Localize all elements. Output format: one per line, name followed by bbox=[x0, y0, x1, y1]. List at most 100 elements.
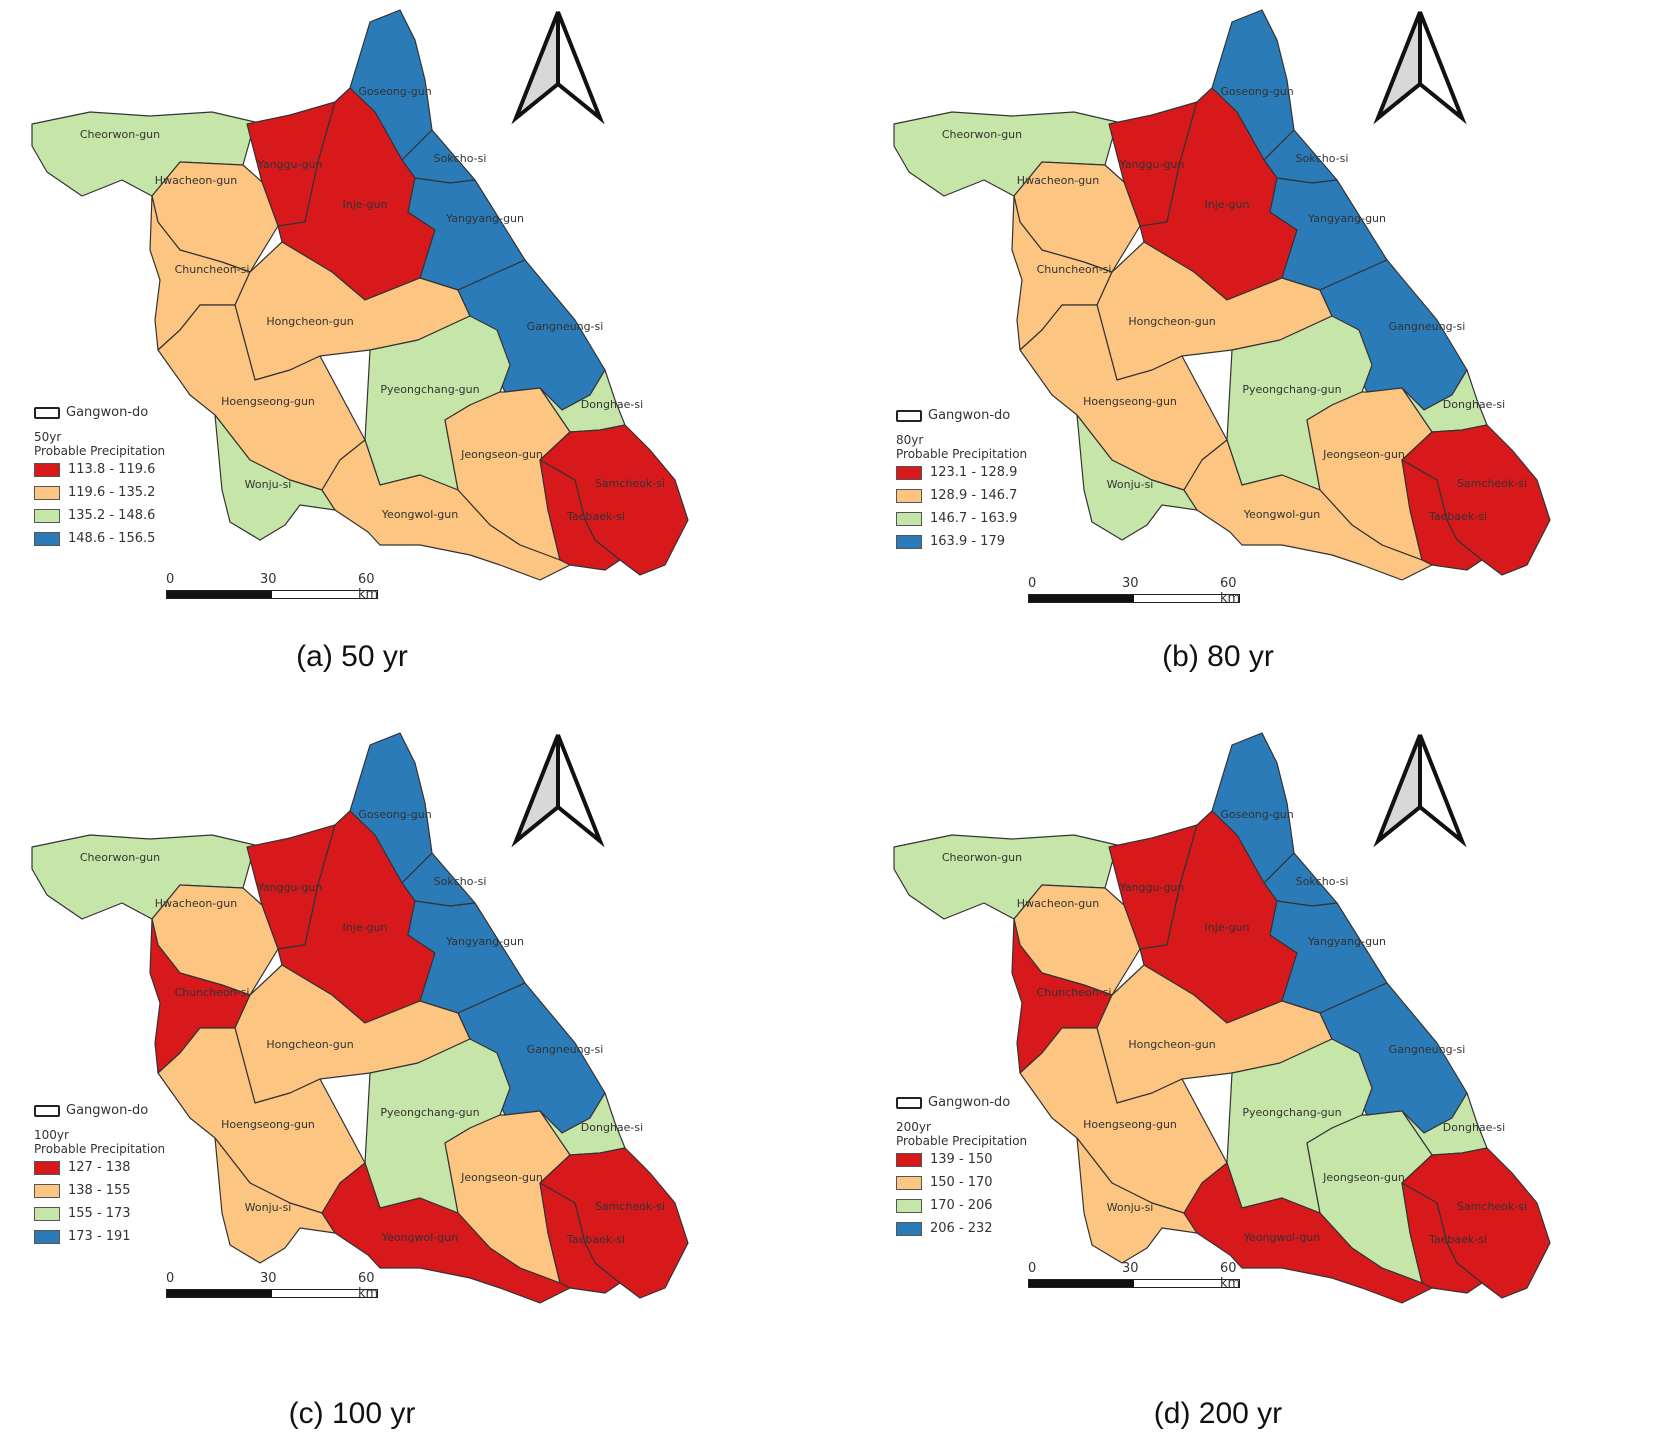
region-yeongwol-gun bbox=[321, 1162, 571, 1304]
legend-boundary: Gangwon-do bbox=[34, 405, 165, 420]
region-label: Inje-gun bbox=[343, 198, 388, 211]
region-label: Goseong-gun bbox=[1220, 85, 1293, 98]
region-label: Yeongwol-gun bbox=[1243, 508, 1320, 521]
region-label: Yanggu-gun bbox=[257, 881, 323, 894]
legend: Gangwon-do 100yr Probable Precipitation … bbox=[34, 1103, 165, 1248]
region-label: Donghae-si bbox=[581, 398, 643, 411]
legend-swatch bbox=[896, 1221, 922, 1236]
legend-class-1: 113.8 - 119.6 bbox=[34, 458, 165, 481]
region-label: Wonju-si bbox=[245, 1201, 292, 1214]
legend-class-label: 123.1 - 128.9 bbox=[930, 465, 1018, 480]
region-label: Cheorwon-gun bbox=[80, 128, 160, 141]
region-label: Hongcheon-gun bbox=[266, 315, 353, 328]
region-label: Chuncheon-si bbox=[175, 986, 250, 999]
legend-subtitle: Probable Precipitation bbox=[34, 444, 166, 458]
scale-end: 60 km bbox=[358, 572, 379, 602]
region-label: Jeongseon-gun bbox=[460, 448, 543, 461]
legend-class-label: 170 - 206 bbox=[930, 1198, 993, 1213]
boundary-swatch bbox=[34, 406, 60, 419]
region-label: Yangyang-gun bbox=[445, 935, 524, 948]
legend-period: 100yr bbox=[34, 1128, 69, 1142]
region-wonju-si bbox=[1076, 414, 1198, 541]
region-label: Taebaek-si bbox=[566, 510, 625, 523]
scale-bar: 0 30 60 km bbox=[1028, 1261, 1258, 1291]
region-label: Inje-gun bbox=[1205, 921, 1250, 934]
north-arrow-icon bbox=[1373, 11, 1467, 125]
region-label: Hwacheon-gun bbox=[1017, 174, 1099, 187]
region-label: Hwacheon-gun bbox=[1017, 897, 1099, 910]
region-label: Gangneung-si bbox=[527, 1043, 604, 1056]
north-arrow-icon bbox=[511, 11, 605, 125]
scale-mid: 30 bbox=[1122, 576, 1139, 591]
scale-bar: 0 30 60 km bbox=[166, 572, 396, 602]
legend-class-label: 127 - 138 bbox=[68, 1160, 131, 1175]
legend-swatch bbox=[34, 508, 60, 523]
legend-class-label: 113.8 - 119.6 bbox=[68, 462, 156, 477]
legend-swatch bbox=[896, 1175, 922, 1190]
boundary-swatch bbox=[896, 409, 922, 422]
region-label: Taebaek-si bbox=[566, 1233, 625, 1246]
legend-swatch bbox=[896, 1152, 922, 1167]
map-canvas: Goseong-gun Cheorwon-gun Yanggu-gun Sokcho-… bbox=[31, 9, 689, 581]
legend-class-label: 206 - 232 bbox=[930, 1221, 993, 1236]
region-label: Donghae-si bbox=[1443, 1121, 1505, 1134]
legend-swatch bbox=[34, 1206, 60, 1221]
region-yeongwol-gun bbox=[1183, 439, 1433, 581]
region-label: Jeongseon-gun bbox=[460, 1171, 543, 1184]
region-label: Sokcho-si bbox=[434, 875, 487, 888]
scale-end: 60 km bbox=[1220, 576, 1241, 606]
region-label: Inje-gun bbox=[343, 921, 388, 934]
region-label: Goseong-gun bbox=[358, 808, 431, 821]
legend: Gangwon-do 200yr Probable Precipitation … bbox=[896, 1095, 1027, 1240]
legend-class-1: 127 - 138 bbox=[34, 1156, 165, 1179]
legend-class-4: 163.9 - 179 bbox=[896, 530, 1027, 553]
panel-caption: (d) 200 yr bbox=[1153, 1397, 1283, 1430]
scale-end: 60 km bbox=[1220, 1261, 1241, 1291]
region-wonju-si bbox=[1076, 1137, 1198, 1264]
legend-period: 80yr bbox=[896, 433, 924, 447]
region-taebaek-si bbox=[1401, 459, 1483, 571]
region-label: Gangneung-si bbox=[527, 320, 604, 333]
legend-class-label: 146.7 - 163.9 bbox=[930, 511, 1018, 526]
legend-class-label: 150 - 170 bbox=[930, 1175, 993, 1190]
region-label: Taebaek-si bbox=[1428, 1233, 1487, 1246]
legend-class-label: 163.9 - 179 bbox=[930, 534, 1005, 549]
legend-class-3: 135.2 - 148.6 bbox=[34, 504, 165, 527]
legend-class-1: 123.1 - 128.9 bbox=[896, 461, 1027, 484]
legend-swatch bbox=[896, 1198, 922, 1213]
legend-swatch bbox=[896, 534, 922, 549]
legend-class-2: 138 - 155 bbox=[34, 1179, 165, 1202]
region-label: Yanggu-gun bbox=[257, 158, 323, 171]
region-wonju-si bbox=[214, 1137, 336, 1264]
legend-swatch bbox=[896, 488, 922, 503]
region-label: Pyeongchang-gun bbox=[380, 383, 479, 396]
region-label: Hongcheon-gun bbox=[266, 1038, 353, 1051]
region-label: Samcheok-si bbox=[1457, 1200, 1527, 1213]
region-label: Goseong-gun bbox=[1220, 808, 1293, 821]
region-label: Chuncheon-si bbox=[175, 263, 250, 276]
region-label: Yanggu-gun bbox=[1119, 881, 1185, 894]
region-label: Hongcheon-gun bbox=[1128, 315, 1215, 328]
legend-period: 200yr bbox=[896, 1120, 931, 1134]
region-label: Hoengseong-gun bbox=[221, 395, 315, 408]
legend-boundary: Gangwon-do bbox=[896, 408, 1027, 423]
scale-mid: 30 bbox=[260, 572, 277, 587]
region-label: Hongcheon-gun bbox=[1128, 1038, 1215, 1051]
scale-zero: 0 bbox=[166, 572, 175, 587]
legend-class-label: 138 - 155 bbox=[68, 1183, 131, 1198]
region-taebaek-si bbox=[539, 459, 621, 571]
map-canvas: Goseong-gun Cheorwon-gun Yanggu-gun Sokcho-… bbox=[31, 732, 689, 1304]
scale-zero: 0 bbox=[1028, 576, 1037, 591]
region-label: Wonju-si bbox=[1107, 478, 1154, 491]
boundary-label: Gangwon-do bbox=[928, 1095, 1011, 1110]
region-label: Hoengseong-gun bbox=[1083, 395, 1177, 408]
region-yeongwol-gun bbox=[321, 439, 571, 581]
map-panel-d: Goseong-gun Cheorwon-gun Yanggu-gun Sokcho-… bbox=[836, 727, 1672, 1454]
region-label: Cheorwon-gun bbox=[942, 128, 1022, 141]
region-label: Gangneung-si bbox=[1389, 1043, 1466, 1056]
legend: Gangwon-do 80yr Probable Precipitation 1… bbox=[896, 408, 1027, 553]
region-label: Pyeongchang-gun bbox=[1242, 1106, 1341, 1119]
legend-class-label: 119.6 - 135.2 bbox=[68, 485, 156, 500]
legend-class-4: 206 - 232 bbox=[896, 1217, 1027, 1240]
region-label: Sokcho-si bbox=[434, 152, 487, 165]
